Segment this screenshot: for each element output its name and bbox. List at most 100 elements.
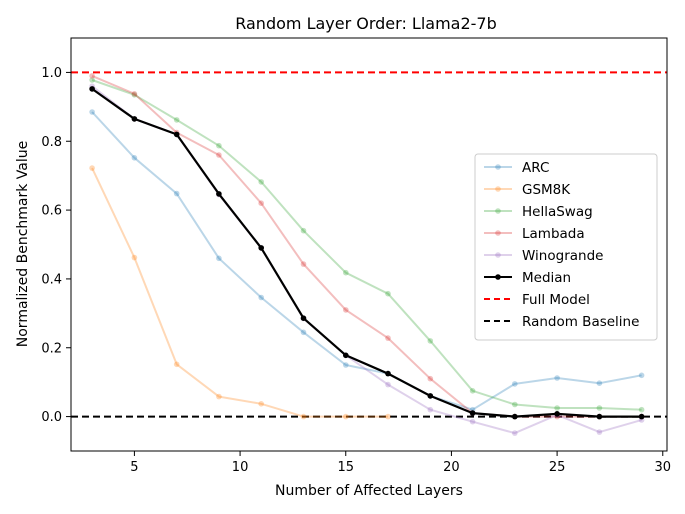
x-tick-label: 25: [549, 460, 566, 475]
data-point-hellaswag: [469, 388, 476, 394]
data-point-gsm8k: [131, 254, 138, 261]
data-point-hellaswag: [343, 269, 349, 276]
data-point-lambada: [427, 375, 434, 382]
y-tick-label: 0.0: [41, 410, 62, 425]
legend-label: HellaSwag: [522, 204, 593, 220]
legend-box: [474, 153, 658, 341]
data-point-arc: [258, 294, 265, 301]
data-point-winogrande: [512, 430, 518, 436]
data-point-arc: [638, 372, 645, 379]
data-point-gsm8k: [385, 413, 391, 420]
data-point-median: [131, 116, 138, 122]
data-point-lambada: [131, 91, 138, 97]
data-point-arc: [131, 155, 138, 161]
legend-item-arc: ARC: [484, 160, 549, 176]
data-point-arc: [300, 329, 307, 336]
data-point-hellaswag: [638, 406, 645, 413]
legend-item-lambada: Lambada: [484, 226, 585, 242]
legend-item-full-model: Full Model: [484, 292, 590, 308]
data-point-lambada: [216, 152, 222, 158]
data-point-median: [596, 413, 603, 420]
data-point-arc: [89, 109, 95, 115]
plot-frame: [70, 37, 668, 452]
data-point-gsm8k: [89, 165, 95, 171]
data-point-hellaswag: [385, 290, 391, 297]
x-tick-label: 15: [337, 460, 354, 475]
data-point-median: [638, 413, 645, 420]
data-point-median: [173, 131, 180, 138]
legend-item-median: Median: [484, 270, 571, 286]
data-point-median: [89, 86, 95, 92]
y-tick-label: 0.4: [41, 272, 62, 287]
legend-marker: [495, 252, 501, 258]
series-arc: [89, 109, 645, 413]
axes-ticks: 5 10 15 20 25 30 0.0 0.2 0.4 0.6 0.8 1.0: [41, 66, 671, 475]
data-point-hellaswag: [427, 338, 434, 344]
x-axis-label: Number of Affected Layers: [275, 483, 463, 499]
data-point-median: [300, 315, 307, 322]
data-point-winogrande: [469, 418, 476, 425]
legend-label: Median: [522, 270, 571, 286]
legend-label: Winogrande: [522, 248, 603, 264]
data-point-winogrande: [596, 429, 603, 435]
legend-marker: [495, 208, 501, 214]
series-line-gsm8k: [91, 167, 388, 418]
data-point-hellaswag: [554, 405, 560, 411]
data-point-lambada: [258, 200, 265, 206]
data-point-arc: [343, 362, 349, 368]
series-hellaswag: [89, 77, 645, 413]
data-point-gsm8k: [343, 413, 349, 420]
data-point-hellaswag: [300, 227, 307, 234]
y-axis-label: Normalized Benchmark Value: [15, 141, 31, 347]
legend-label: ARC: [522, 160, 549, 176]
legend-marker: [495, 274, 501, 280]
data-point-gsm8k: [258, 401, 265, 407]
data-point-hellaswag: [216, 142, 222, 149]
data-point-lambada: [89, 73, 95, 79]
data-point-arc: [512, 381, 518, 387]
series-median: [89, 86, 645, 420]
series-gsm8k: [89, 165, 391, 420]
legend-item-random-baseline: Random Baseline: [484, 314, 639, 330]
series-line-hellaswag: [91, 79, 642, 411]
data-point-arc: [173, 190, 180, 197]
legend: ARC GSM8K HellaSwag Lambada Winogrande Median…: [474, 153, 658, 341]
data-point-lambada: [300, 261, 307, 267]
data-point-median: [216, 191, 222, 197]
x-tick-label: 20: [443, 460, 460, 475]
y-tick-label: 1.0: [41, 66, 62, 81]
legend-item-winogrande: Winogrande: [484, 248, 603, 264]
data-point-arc: [596, 380, 603, 387]
data-point-median: [385, 370, 391, 377]
plot-area: [71, 71, 667, 436]
legend-marker: [495, 186, 501, 192]
data-point-winogrande: [385, 381, 391, 388]
legend-marker: [495, 230, 501, 236]
data-point-arc: [554, 375, 560, 381]
series-line-arc: [91, 111, 642, 411]
legend-label: GSM8K: [522, 182, 571, 198]
data-point-hellaswag: [512, 401, 518, 408]
chart-title: Random Layer Order: Llama2-7b: [235, 14, 497, 33]
data-point-gsm8k: [216, 393, 222, 400]
legend-label: Full Model: [522, 292, 590, 308]
data-point-arc: [216, 255, 222, 262]
legend-item-hellaswag: HellaSwag: [484, 204, 593, 220]
data-point-gsm8k: [300, 413, 307, 420]
series-line-lambada: [91, 74, 642, 418]
data-point-median: [427, 393, 434, 399]
y-tick-label: 0.2: [41, 341, 62, 356]
x-tick-label: 10: [232, 460, 249, 475]
legend-item-gsm8k: GSM8K: [484, 182, 571, 198]
legend-marker: [495, 164, 501, 170]
series-line-median: [91, 88, 642, 418]
data-point-median: [512, 413, 518, 420]
data-point-hellaswag: [89, 77, 95, 83]
data-point-winogrande: [427, 406, 434, 413]
data-point-median: [258, 245, 265, 251]
data-point-median: [554, 411, 560, 417]
x-tick-label: 30: [654, 460, 671, 475]
y-tick-label: 0.6: [41, 204, 62, 219]
data-point-hellaswag: [258, 179, 265, 185]
